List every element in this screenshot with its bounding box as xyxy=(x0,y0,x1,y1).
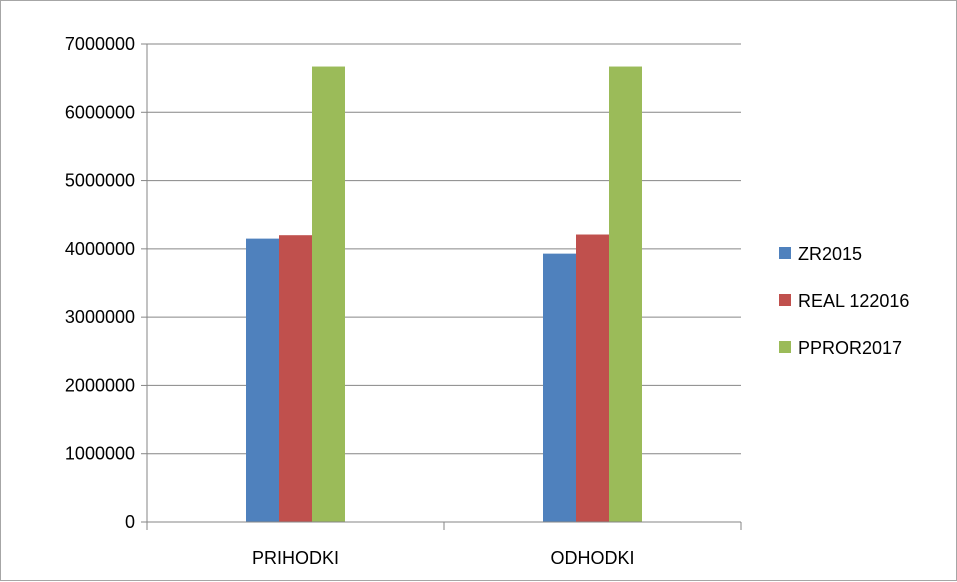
axes xyxy=(146,44,742,530)
category-label: PRIHODKI xyxy=(252,548,339,568)
bar-2-2 xyxy=(576,234,609,522)
bar-2-1 xyxy=(279,235,312,522)
grid-lines xyxy=(141,43,741,523)
category-label: ODHODKI xyxy=(550,548,634,568)
y-tick-label: 4000000 xyxy=(65,239,135,259)
y-tick-label: 2000000 xyxy=(65,375,135,395)
legend-label: REAL 122016 xyxy=(798,291,909,311)
y-tick-label: 6000000 xyxy=(65,102,135,122)
y-tick-label: 3000000 xyxy=(65,307,135,327)
legend-swatch xyxy=(779,294,791,306)
y-tick-label: 0 xyxy=(125,512,135,532)
bar-3-1 xyxy=(312,66,345,522)
bar-1-2 xyxy=(543,253,576,522)
legend-label: PPROR2017 xyxy=(798,338,902,358)
bars xyxy=(246,66,642,522)
bar-3-2 xyxy=(609,66,642,522)
category-labels: PRIHODKI ODHODKI xyxy=(252,548,635,568)
legend-swatch xyxy=(779,341,791,353)
y-tick-label: 1000000 xyxy=(65,444,135,464)
y-tick-labels: 0 1000000 2000000 3000000 4000000 5000000 6000… xyxy=(65,34,135,532)
legend-label: ZR2015 xyxy=(798,244,862,264)
legend: ZR2015 REAL 122016 PPROR2017 xyxy=(779,244,909,358)
y-tick-label: 5000000 xyxy=(65,171,135,191)
legend-swatch xyxy=(779,247,791,259)
bar-1-1 xyxy=(246,238,279,522)
y-tick-label: 7000000 xyxy=(65,34,135,54)
